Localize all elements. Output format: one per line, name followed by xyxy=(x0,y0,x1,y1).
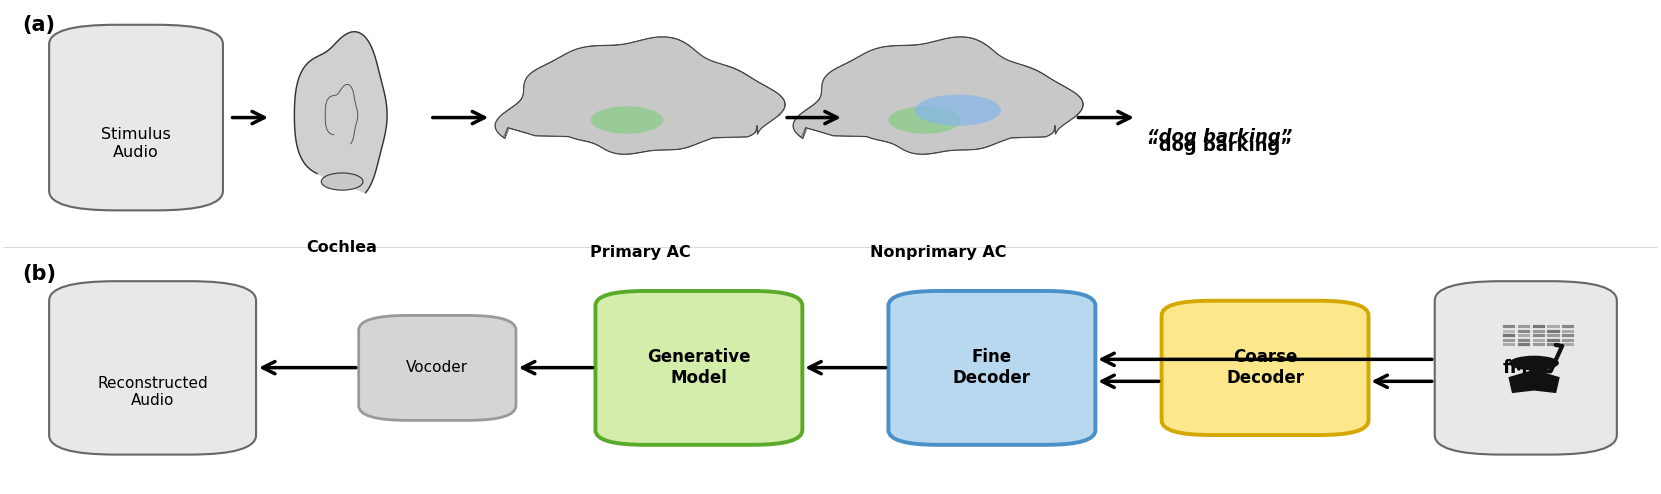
Bar xyxy=(1502,333,1515,337)
FancyBboxPatch shape xyxy=(359,315,517,420)
Bar xyxy=(1531,333,1545,337)
Bar xyxy=(1546,325,1560,329)
FancyBboxPatch shape xyxy=(1161,301,1369,435)
Bar xyxy=(1561,325,1575,329)
Bar xyxy=(1561,333,1575,337)
Bar xyxy=(1546,333,1560,337)
Bar xyxy=(1516,333,1530,337)
Text: “dog barking”: “dog barking” xyxy=(1148,137,1292,155)
Polygon shape xyxy=(294,32,387,193)
Bar xyxy=(1546,342,1560,346)
FancyBboxPatch shape xyxy=(595,291,802,445)
Bar xyxy=(1561,329,1575,333)
FancyBboxPatch shape xyxy=(1435,281,1616,454)
Ellipse shape xyxy=(590,106,663,134)
FancyBboxPatch shape xyxy=(50,281,256,454)
Circle shape xyxy=(1510,356,1560,370)
Bar xyxy=(1502,342,1515,346)
Bar xyxy=(1502,325,1515,329)
Bar xyxy=(1516,342,1530,346)
Text: Fine
Decoder: Fine Decoder xyxy=(953,348,1031,387)
Bar xyxy=(1531,325,1545,329)
Text: (a): (a) xyxy=(23,15,55,35)
Bar xyxy=(1531,329,1545,333)
Bar xyxy=(1516,325,1530,329)
Bar xyxy=(1502,337,1515,341)
Bar xyxy=(1516,337,1530,341)
Bar xyxy=(1531,337,1545,341)
Text: Nonprimary AC: Nonprimary AC xyxy=(870,245,1007,259)
Text: Stimulus
Audio: Stimulus Audio xyxy=(101,127,171,160)
Polygon shape xyxy=(495,37,786,154)
Text: Coarse
Decoder: Coarse Decoder xyxy=(1226,348,1304,387)
Ellipse shape xyxy=(889,106,962,134)
Bar xyxy=(1546,337,1560,341)
Text: fMRI: fMRI xyxy=(1503,359,1548,377)
Polygon shape xyxy=(794,37,1083,154)
Text: (b): (b) xyxy=(23,264,56,284)
Text: Cochlea: Cochlea xyxy=(307,240,377,255)
Text: Reconstructed
Audio: Reconstructed Audio xyxy=(98,376,208,409)
Bar xyxy=(1546,329,1560,333)
FancyBboxPatch shape xyxy=(50,25,223,210)
Text: Generative
Model: Generative Model xyxy=(648,348,751,387)
FancyBboxPatch shape xyxy=(889,291,1095,445)
Text: “dog barking”: “dog barking” xyxy=(1146,128,1292,146)
Bar xyxy=(1531,342,1545,346)
Bar xyxy=(1561,342,1575,346)
Bar xyxy=(1561,337,1575,341)
Bar xyxy=(1516,329,1530,333)
Text: Primary AC: Primary AC xyxy=(590,245,691,259)
Ellipse shape xyxy=(321,173,364,190)
Polygon shape xyxy=(1510,370,1560,392)
Text: Vocoder: Vocoder xyxy=(407,361,468,375)
Bar xyxy=(1502,329,1515,333)
Ellipse shape xyxy=(915,95,1002,126)
